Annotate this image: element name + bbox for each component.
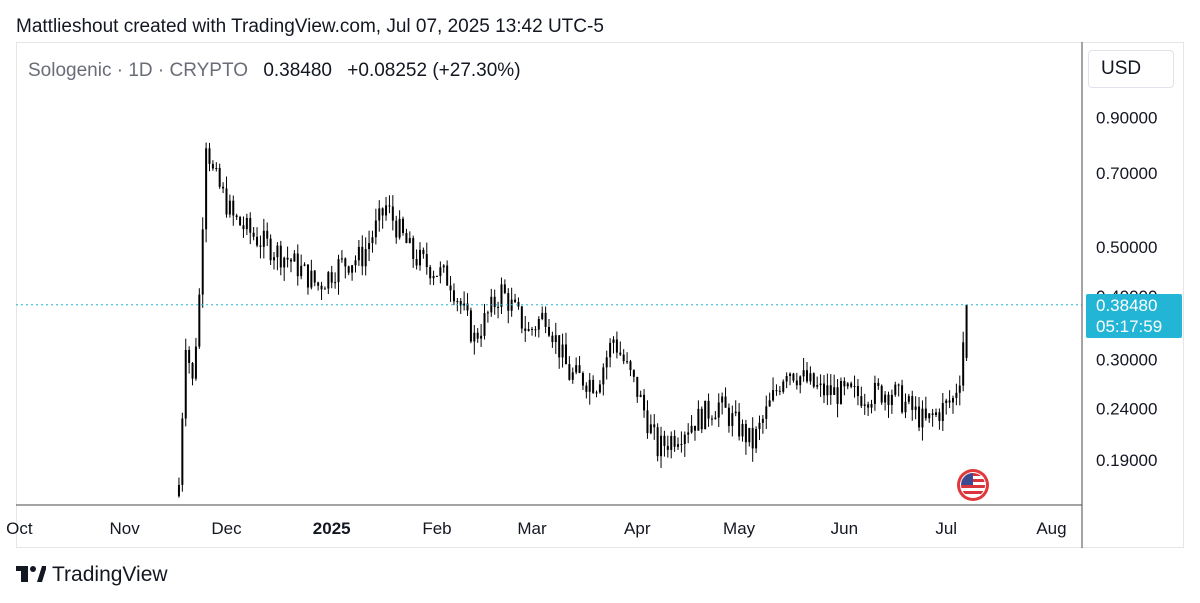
tradingview-brand[interactable]: TradingView [16,563,168,587]
price-tag-price: 0.38480 [1096,296,1158,315]
tradingview-logo-icon [16,566,46,582]
price-tag-countdown: 05:17:59 [1096,317,1163,336]
us-flag-icon[interactable] [956,468,990,502]
currency-button[interactable]: USD [1088,50,1174,88]
chart-frame [16,42,1184,548]
legend-separator: · [157,60,165,81]
legend-exchange: CRYPTO [169,60,249,81]
symbol-legend[interactable]: Sologenic · 1D · CRYPTO 0.38480 +0.08252… [28,60,521,82]
legend-last-price: 0.38480 [263,60,332,81]
tradingview-wordmark: TradingView [52,563,168,586]
legend-change: +0.08252 (+27.30%) [347,60,521,81]
chart-credit: Mattlieshout created with TradingView.co… [16,16,604,37]
legend-separator: · [116,60,124,81]
legend-symbol: Sologenic [28,60,112,81]
current-price-tag: 0.38480 05:17:59 [1086,294,1182,338]
legend-interval: 1D [128,60,153,81]
